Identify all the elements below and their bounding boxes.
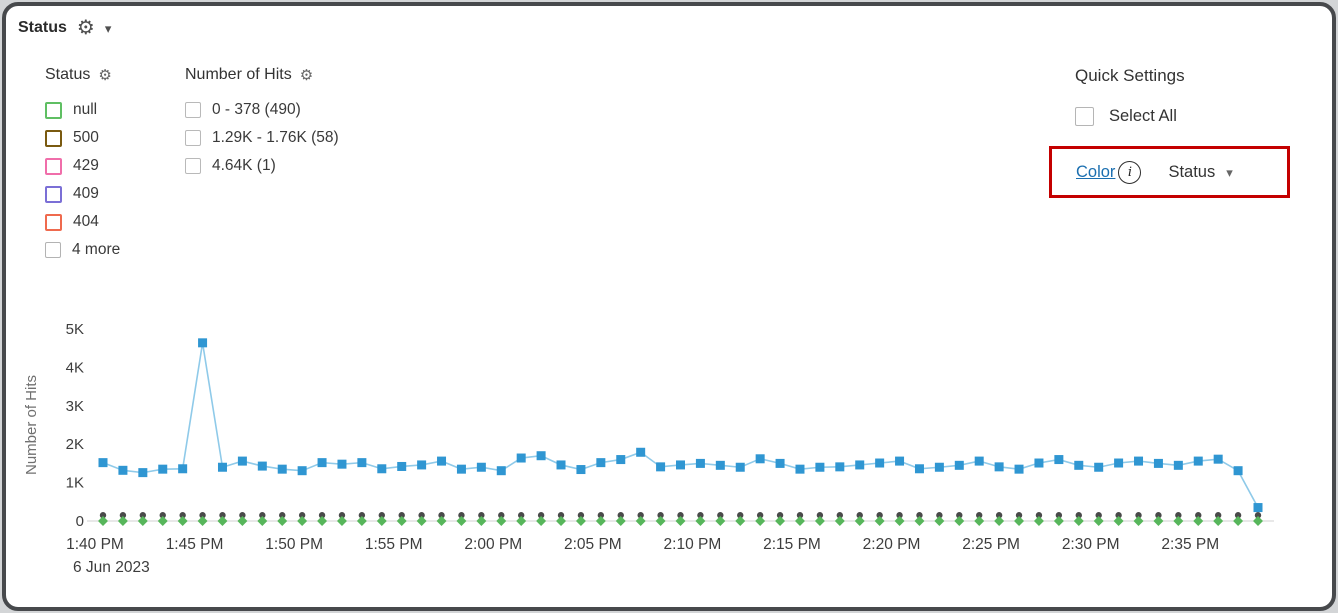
hits-filter-header: Number of Hits ⚙ [185,66,339,84]
highlight-box: Color i Status ▾ [1049,146,1290,198]
hits-option-range-3[interactable]: 4.64K (1) [185,152,339,180]
info-icon[interactable]: i [1118,160,1142,184]
panel-title: Status [18,19,67,36]
svg-text:2:10 PM: 2:10 PM [664,536,722,553]
checkbox[interactable] [45,185,62,203]
svg-text:1K: 1K [66,475,84,492]
svg-text:2:25 PM: 2:25 PM [962,536,1020,553]
dropdown-caret-icon[interactable]: ▾ [1226,164,1233,180]
status-option-label: 404 [73,213,99,230]
svg-text:4K: 4K [66,359,84,376]
hits-option-label: 4.64K (1) [212,157,276,174]
svg-text:0: 0 [76,513,84,530]
status-option-label: 429 [73,157,99,174]
checkbox[interactable] [45,129,62,147]
checkbox[interactable] [45,213,62,231]
svg-text:1:55 PM: 1:55 PM [365,536,423,553]
status-filter-gear-icon[interactable]: ⚙ [98,66,112,84]
color-link[interactable]: Color [1076,162,1116,181]
status-option-label: 4 more [72,241,121,258]
checkbox[interactable] [185,158,201,174]
checkbox[interactable] [45,101,62,119]
panel-caret-down-icon[interactable]: ▾ [104,20,112,36]
hits-time-series-chart[interactable]: 0 1K 2K 3K 4K 5K 1:40 PM 1:45 PM 1:50 PM 1:55 PM 2… [20,306,1320,606]
hits-filter-group: Number of Hits ⚙ 0 - 378 (490) 1.29K - 1… [185,66,339,180]
svg-text:2:15 PM: 2:15 PM [763,536,821,553]
svg-text:2:20 PM: 2:20 PM [863,536,921,553]
status-option-404[interactable]: 404 [45,208,120,236]
checkbox[interactable] [45,242,61,258]
panel-settings-gear-icon[interactable]: ⚙ [76,17,95,39]
hits-filter-options: 0 - 378 (490) 1.29K - 1.76K (58) 4.64K (… [185,96,339,180]
select-all-option[interactable]: Select All [1075,107,1185,126]
status-option-429[interactable]: 429 [45,152,120,180]
hits-option-label: 1.29K - 1.76K (58) [212,129,339,146]
svg-text:3K: 3K [66,398,84,415]
panel-header: Status ⚙ ▾ [18,18,111,38]
hits-filter-title: Number of Hits [185,66,292,83]
status-option-label: 500 [73,129,99,146]
svg-text:1:50 PM: 1:50 PM [265,536,323,553]
status-filter-options: null 500 429 409 404 4 more [45,96,120,264]
status-option-500[interactable]: 500 [45,124,120,152]
checkbox[interactable] [45,157,62,175]
select-all-checkbox[interactable] [1075,107,1094,126]
svg-text:Number of Hits: Number of Hits [23,375,40,475]
status-option-409[interactable]: 409 [45,180,120,208]
svg-text:2:30 PM: 2:30 PM [1062,536,1120,553]
status-filter-header: Status ⚙ [45,66,120,84]
status-option-label: 409 [73,185,99,202]
svg-text:1:45 PM: 1:45 PM [166,536,224,553]
svg-text:1:40 PM: 1:40 PM [66,536,124,553]
hits-option-label: 0 - 378 (490) [212,101,301,118]
quick-settings-group: Quick Settings Select All [1075,66,1185,126]
status-option-more[interactable]: 4 more [45,236,120,264]
status-filter-group: Status ⚙ null 500 429 409 404 [45,66,120,264]
status-filter-title: Status [45,66,91,83]
svg-text:2:35 PM: 2:35 PM [1161,536,1219,553]
svg-text:5K: 5K [66,321,84,338]
checkbox[interactable] [185,130,201,146]
hits-filter-gear-icon[interactable]: ⚙ [299,66,314,84]
color-by-dropdown[interactable]: Status [1168,162,1216,181]
hits-option-range-2[interactable]: 1.29K - 1.76K (58) [185,124,339,152]
hits-option-range-1[interactable]: 0 - 378 (490) [185,96,339,124]
status-option-null[interactable]: null [45,96,120,124]
svg-text:2K: 2K [66,436,84,453]
svg-text:2:05 PM: 2:05 PM [564,536,622,553]
svg-text:6 Jun 2023: 6 Jun 2023 [73,559,150,576]
svg-text:2:00 PM: 2:00 PM [464,536,522,553]
checkbox[interactable] [185,102,201,118]
quick-settings-title: Quick Settings [1075,66,1185,85]
select-all-label: Select All [1109,107,1177,125]
status-option-label: null [73,101,98,118]
